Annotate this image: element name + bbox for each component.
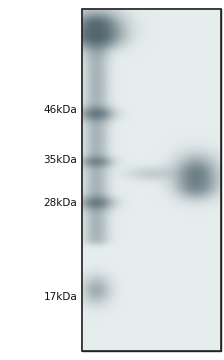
Text: 28kDa: 28kDa	[43, 198, 77, 208]
Bar	[82, 9, 221, 351]
Text: 35kDa: 35kDa	[43, 155, 77, 165]
Text: 17kDa: 17kDa	[43, 292, 77, 302]
Bar	[82, 9, 221, 351]
Text: 46kDa: 46kDa	[43, 105, 77, 115]
